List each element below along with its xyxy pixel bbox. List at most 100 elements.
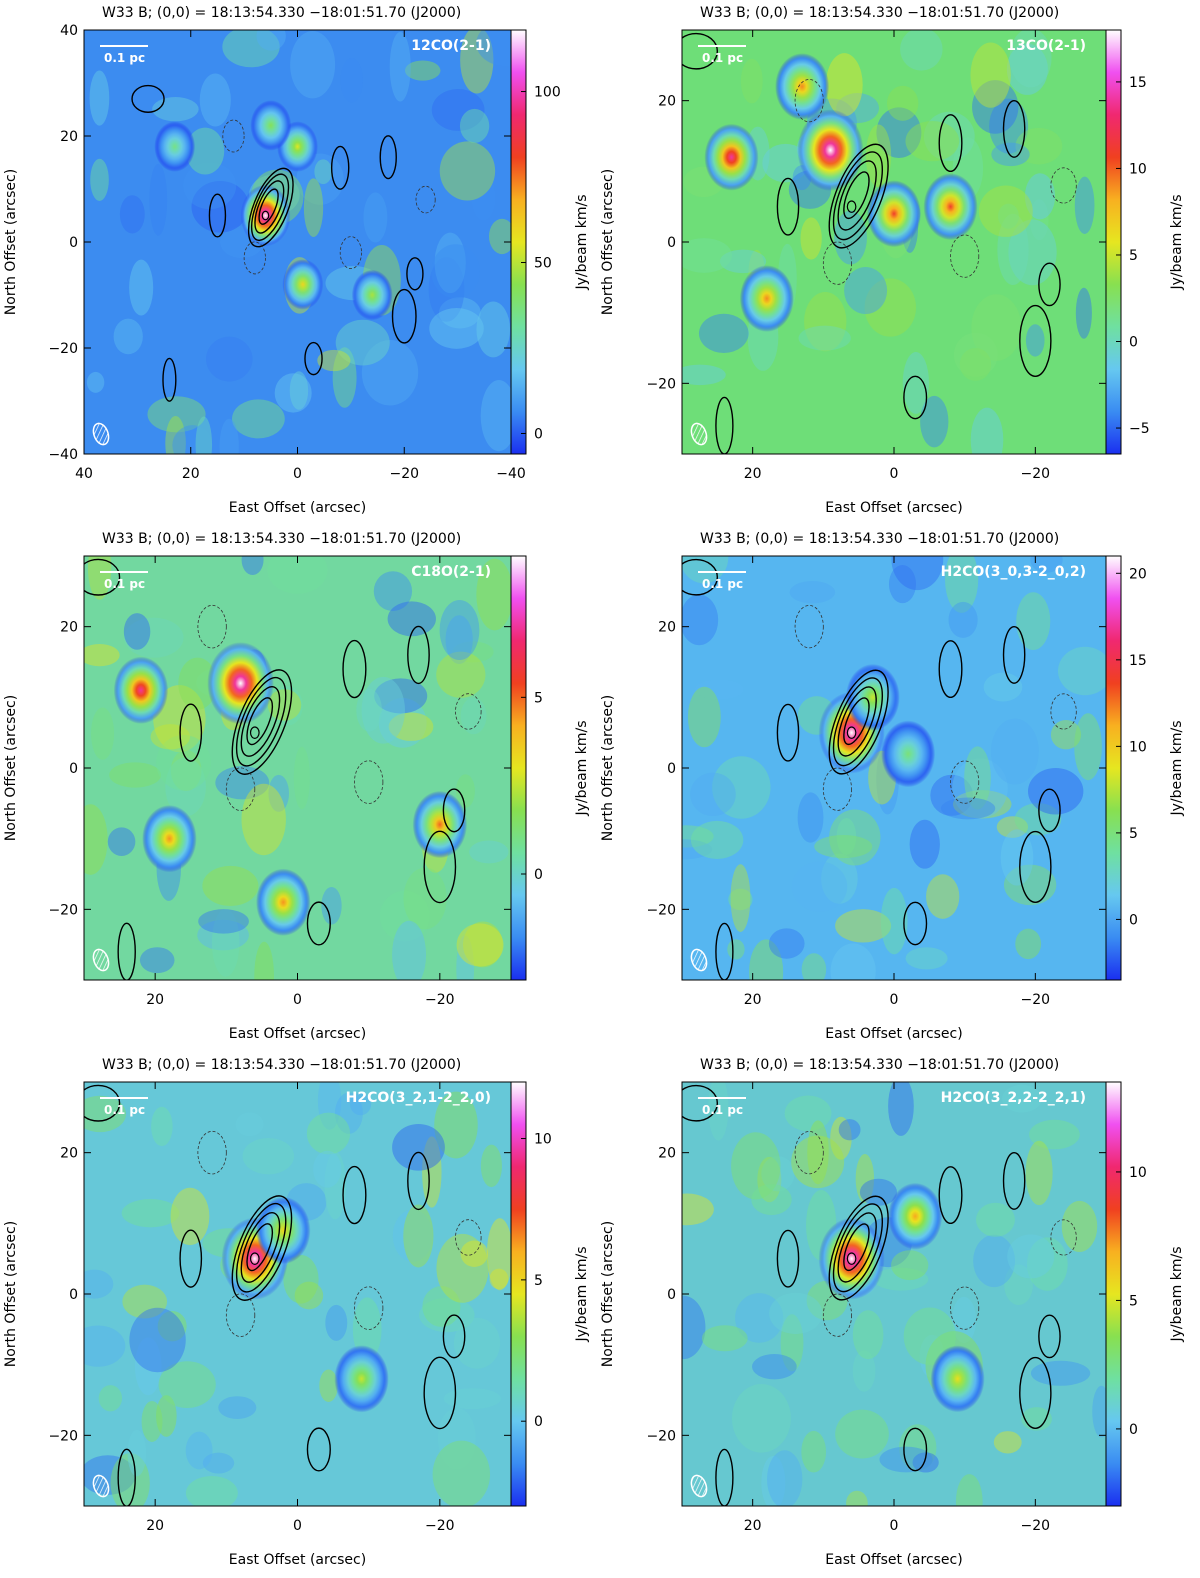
emission-peak [930,1345,985,1413]
map-blob [460,697,487,735]
map-blob [319,1369,338,1402]
map-blob [232,399,285,439]
panel-title: W33 B; (0,0) = 18:13:54.330 −18:01:51.70… [700,531,1059,547]
map-blob [682,594,719,646]
map-blob [431,244,480,299]
emission-peak [818,1217,885,1300]
contour-line [938,1166,963,1225]
negative-contour [950,760,980,804]
map-blob [198,909,249,934]
colorbar-tick-label: 100 [534,85,561,101]
map-blob [852,1310,884,1360]
map-blob [455,774,475,808]
map-blob [392,920,427,980]
map-blob [488,218,511,255]
contour-line [306,1427,331,1472]
map-blob [183,162,237,210]
panel-title: W33 B; (0,0) = 18:13:54.330 −18:01:51.70… [700,1057,1059,1073]
map-blob [1026,1237,1068,1291]
colorbar-label: Jy/beam km/s [1169,194,1185,290]
map-blob [165,757,206,817]
molecule-label: C18O(2-1) [411,564,491,580]
negative-contour [822,241,852,285]
map-blob [682,1295,706,1360]
map-blob [107,827,136,856]
map-blob [838,1119,861,1141]
colorbar-tick-label: 10 [1129,739,1147,755]
map-blob [902,351,930,414]
x-tick-label: 20 [744,1518,762,1534]
map-blob [317,1082,342,1130]
map-blob [379,890,430,942]
map-blob [84,1269,114,1299]
y-tick-label: 20 [60,129,78,145]
map-blob [123,613,151,650]
y-tick-label: −20 [48,902,78,918]
colorbar-tick-label: 0 [1129,335,1138,351]
map-blob [306,1112,351,1155]
y-axis-label: North Offset (arcsec) [600,695,616,841]
map-blob [801,1430,827,1473]
continuum-contours [682,558,1077,980]
map-blob [156,1395,177,1437]
colorbar [1105,555,1122,981]
map-blob [912,1452,939,1473]
map-blob [462,921,503,968]
emission-peak [256,868,311,936]
colorbar-tick-label: 0 [534,426,543,442]
contour-line [938,640,963,699]
map-blob [129,259,154,316]
colorbar-tick-label: 0 [1129,1422,1138,1438]
x-tick-label: −20 [1021,466,1051,482]
y-tick-label: 0 [667,761,676,777]
panel-title: W33 B; (0,0) = 18:13:54.330 −18:01:51.70… [102,5,461,21]
map-blob [84,1095,127,1133]
map-blob [1004,1264,1033,1306]
map-blob [879,1446,933,1473]
x-tick-label: 0 [293,992,302,1008]
contour-line [682,32,719,70]
map-blob [314,159,333,185]
y-tick-label: 20 [658,94,676,110]
molecule-label: H2CO(3_2,1-2_2,0) [346,1090,491,1106]
panel-title: W33 B; (0,0) = 18:13:54.330 −18:01:51.70… [102,1057,461,1073]
negative-contour [339,236,362,270]
colorbar-label: Jy/beam km/s [1169,1246,1185,1342]
contour-line [1038,788,1061,833]
map-blob [129,1307,186,1373]
map-blob [728,888,753,911]
panel-middle-right: 0.1 pc H2CO(3_0,3-2_0,2) 20 0 −20 −20 0 20 East … [600,531,1185,1042]
map-blob [235,1112,264,1137]
map-blob [361,676,405,744]
map-blob [429,308,484,349]
contour-line [240,686,281,757]
map-blob [241,783,286,856]
y-axis-label: North Offset (arcsec) [3,169,19,315]
negative-contour [794,605,824,649]
map-blob [997,213,1029,286]
scale-bar-label: 0.1 pc [702,51,743,65]
negative-contour [950,234,980,278]
map-blob [349,1093,372,1116]
emission-peak [923,173,978,241]
x-axis-label: East Offset (arcsec) [825,1552,962,1568]
map-blob [1025,324,1045,357]
map-blob [86,371,105,393]
map-blob [978,185,1033,237]
contour-line [1002,1151,1026,1210]
x-tick-label: 20 [146,1518,164,1534]
map-blob [267,556,328,594]
map-blob [768,928,805,959]
map-blob [798,325,851,351]
contour-line [1038,262,1061,307]
contour-line [249,1252,260,1265]
x-axis-label: East Offset (arcsec) [229,500,366,516]
scale-bar-label: 0.1 pc [104,51,145,65]
map-blob [905,947,948,970]
map-blob [1001,1084,1042,1113]
contour-line [250,173,290,242]
negative-contour [455,1219,482,1256]
map-blob [970,407,1004,454]
map-blob [1024,173,1056,220]
map-blob [211,908,240,977]
